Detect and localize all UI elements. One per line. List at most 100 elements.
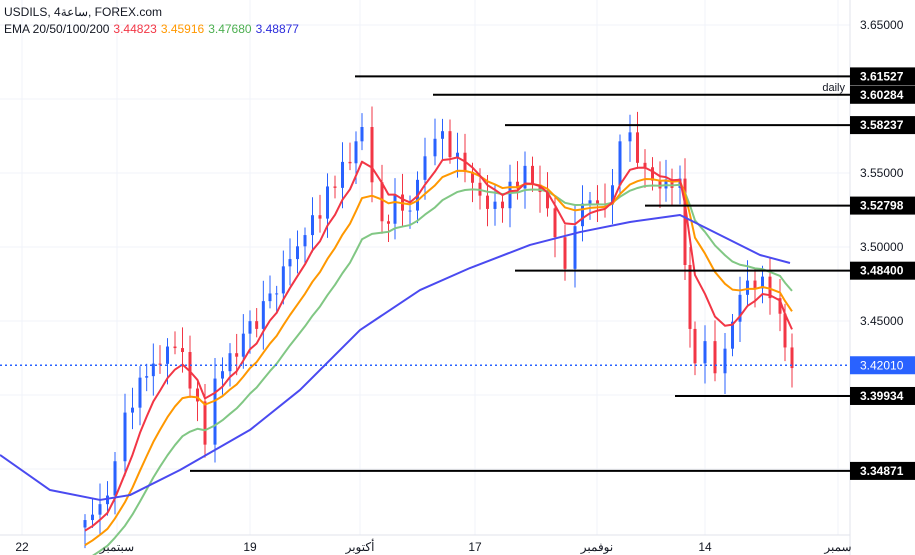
candle-body bbox=[360, 127, 364, 142]
legend: USDILS, 4ساعة, FOREX.com EMA 20/50/100/2… bbox=[4, 4, 303, 38]
candle-body bbox=[563, 237, 567, 269]
candle-body bbox=[341, 161, 344, 188]
candle-body bbox=[713, 341, 717, 374]
candle bbox=[158, 345, 162, 374]
candle-body bbox=[746, 280, 749, 295]
candle-body bbox=[664, 179, 668, 189]
candle bbox=[688, 247, 692, 348]
level-price-label: 3.58237 bbox=[860, 118, 904, 132]
candle bbox=[303, 227, 307, 264]
candle-body bbox=[643, 162, 647, 168]
candle bbox=[448, 119, 452, 164]
level-price-label: 3.60284 bbox=[860, 88, 904, 102]
candle-body bbox=[693, 328, 697, 364]
candle-body bbox=[106, 495, 109, 505]
candle bbox=[123, 393, 127, 477]
candle-body bbox=[333, 186, 337, 188]
level-price-label: 3.39934 bbox=[860, 389, 904, 403]
candle bbox=[563, 224, 567, 281]
level-price-label: 3.48400 bbox=[860, 264, 904, 278]
candle bbox=[636, 111, 639, 169]
x-tick-label: 22 bbox=[15, 540, 29, 554]
level-price-tag bbox=[850, 461, 915, 480]
candle bbox=[255, 308, 259, 338]
candle-body bbox=[433, 138, 437, 157]
x-tick-label: 14 bbox=[698, 540, 712, 554]
level-price-tag bbox=[850, 116, 915, 135]
candle-body bbox=[573, 226, 577, 269]
y-tick-label: 3.55000 bbox=[860, 166, 904, 180]
candle-body bbox=[241, 333, 245, 357]
candle-body bbox=[790, 347, 794, 369]
level-price-tag bbox=[850, 196, 915, 215]
candle-body bbox=[731, 321, 734, 349]
candle-body bbox=[173, 346, 177, 349]
candle-body bbox=[538, 184, 542, 193]
candle-body bbox=[166, 346, 169, 364]
candle-body bbox=[281, 266, 285, 294]
x-tick-label: نوفمبر bbox=[580, 540, 613, 554]
candle bbox=[588, 192, 592, 220]
ema50-value: 3.45916 bbox=[160, 22, 205, 36]
candle-body bbox=[131, 407, 134, 413]
candle-body bbox=[486, 195, 489, 209]
candle bbox=[683, 158, 687, 280]
candle-body bbox=[546, 192, 549, 209]
x-tick-label: 17 bbox=[468, 540, 482, 554]
candle bbox=[501, 195, 504, 223]
candle bbox=[658, 161, 662, 209]
candle bbox=[261, 280, 265, 350]
candle-body bbox=[703, 341, 707, 364]
candle-body bbox=[354, 141, 358, 164]
candle bbox=[493, 184, 497, 226]
candle bbox=[91, 497, 94, 528]
candle-body bbox=[151, 363, 155, 377]
candle bbox=[213, 358, 217, 463]
candle-body bbox=[456, 152, 459, 158]
candle-body bbox=[83, 520, 87, 528]
candle bbox=[311, 197, 314, 253]
candle-body bbox=[670, 179, 674, 188]
candle bbox=[731, 314, 734, 357]
candle-body bbox=[380, 182, 384, 222]
candle bbox=[145, 363, 149, 392]
y-tick-label: 3.45000 bbox=[860, 314, 904, 328]
candle-body bbox=[268, 293, 272, 302]
candle-body bbox=[113, 461, 117, 496]
candle-body bbox=[471, 171, 474, 183]
candle-body bbox=[636, 132, 639, 163]
ema50-line bbox=[84, 169, 793, 546]
candle bbox=[288, 238, 292, 286]
candle-body bbox=[501, 201, 504, 209]
level-price-tag bbox=[850, 261, 915, 280]
ema100-value: 3.47680 bbox=[208, 22, 252, 36]
candle-body bbox=[628, 132, 632, 142]
candle bbox=[761, 265, 764, 304]
candle-body bbox=[296, 246, 299, 260]
candle-body bbox=[221, 371, 224, 379]
candle bbox=[433, 118, 437, 166]
candle bbox=[611, 168, 614, 225]
candle-body bbox=[228, 353, 232, 372]
candle-body bbox=[348, 161, 352, 164]
candle bbox=[221, 357, 224, 395]
candle-body bbox=[98, 504, 102, 515]
symbol-title: USDILS, 4ساعة, FOREX.com bbox=[4, 5, 163, 19]
candle-body bbox=[523, 165, 527, 189]
candle-body bbox=[318, 215, 322, 219]
y-tick-label: 3.50000 bbox=[860, 240, 904, 254]
candle-body bbox=[275, 293, 279, 295]
candle bbox=[98, 483, 102, 535]
candle-body bbox=[255, 321, 259, 329]
candle-body bbox=[303, 235, 307, 247]
x-tick-label: سمبر bbox=[823, 540, 851, 554]
candle-body bbox=[213, 378, 217, 445]
candle-body bbox=[688, 264, 692, 329]
candle bbox=[463, 133, 467, 183]
level-note: daily bbox=[822, 82, 845, 94]
level-price-tag bbox=[850, 386, 915, 405]
y-tick-label: 3.65000 bbox=[860, 18, 904, 32]
candle-body bbox=[196, 388, 199, 402]
